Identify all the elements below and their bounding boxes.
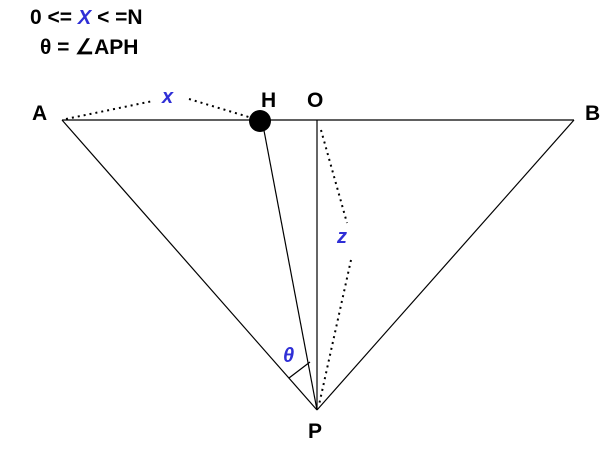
condition-suffix: < =N bbox=[91, 6, 142, 29]
x-brace-right bbox=[188, 98, 253, 119]
variable-theta: θ bbox=[283, 345, 294, 367]
variable-z: z bbox=[336, 226, 347, 248]
condition-variable: X bbox=[77, 7, 93, 29]
z-brace-bottom bbox=[318, 259, 352, 406]
label-p: P bbox=[308, 420, 322, 443]
variable-x: x bbox=[161, 86, 174, 108]
segment-hp bbox=[261, 119, 318, 411]
z-brace-top bbox=[320, 129, 348, 224]
theta-definition: θ = ∠APH bbox=[40, 36, 138, 59]
condition-prefix: 0 <= bbox=[30, 6, 78, 29]
label-h: H bbox=[261, 89, 276, 112]
label-b: B bbox=[585, 102, 600, 125]
segment-ap bbox=[61, 119, 318, 411]
label-a: A bbox=[32, 102, 47, 125]
x-brace-left bbox=[65, 100, 154, 120]
label-o: O bbox=[307, 89, 323, 112]
theta-angle-mark bbox=[288, 361, 311, 379]
condition-line: 0 <= X < =N bbox=[30, 6, 143, 29]
segment-bp bbox=[316, 119, 575, 411]
point-h-marker[interactable] bbox=[249, 110, 271, 132]
